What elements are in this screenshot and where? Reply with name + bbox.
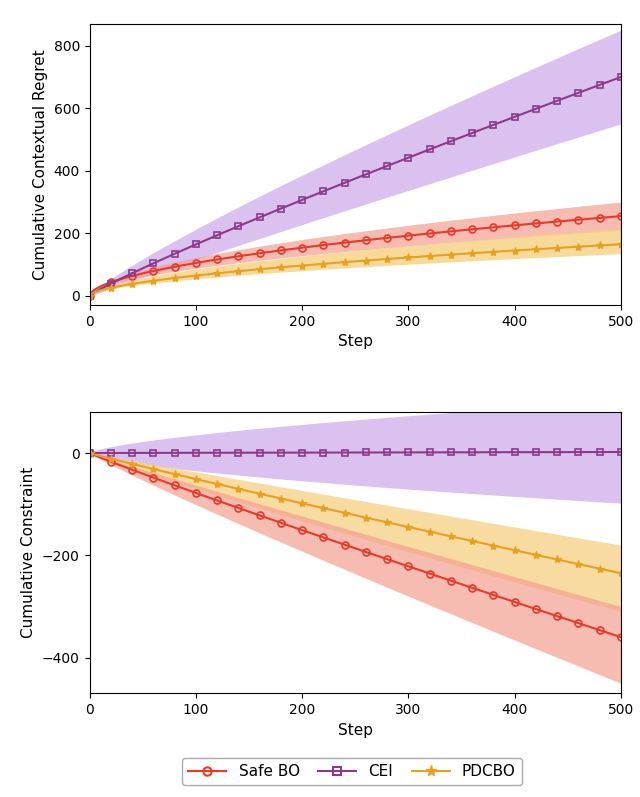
Legend: Safe BO, CEI, PDCBO: Safe BO, CEI, PDCBO: [182, 758, 522, 785]
X-axis label: Step: Step: [338, 335, 372, 349]
Y-axis label: Cumulative Constraint: Cumulative Constraint: [22, 467, 36, 638]
Y-axis label: Cumulative Contextual Regret: Cumulative Contextual Regret: [33, 49, 48, 280]
X-axis label: Step: Step: [338, 723, 372, 738]
